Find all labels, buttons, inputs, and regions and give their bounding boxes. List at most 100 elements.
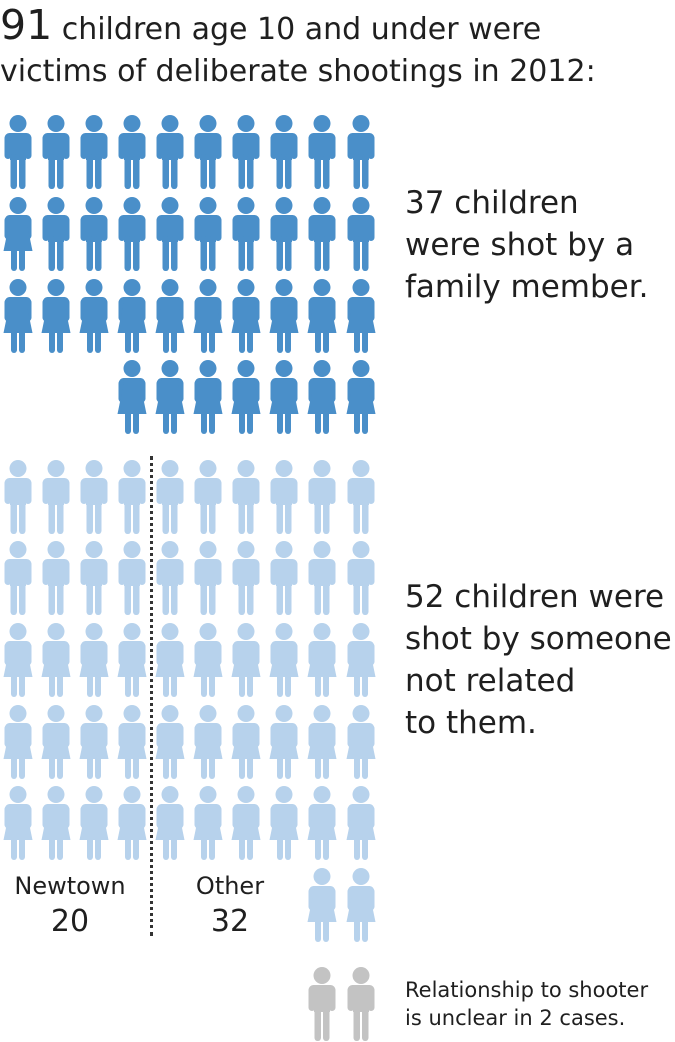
girl-figure-icon bbox=[79, 623, 109, 697]
girl-figure-icon bbox=[41, 279, 71, 353]
boy-figure-icon bbox=[118, 460, 146, 534]
girl-figure-icon bbox=[231, 786, 261, 860]
boy-figure-icon bbox=[42, 197, 70, 271]
unrelated-caption-line: shot by someone bbox=[405, 621, 672, 657]
headline: 91 children age 10 and under were victim… bbox=[0, 4, 675, 93]
girl-figure-icon bbox=[346, 786, 376, 860]
family-caption: 37 children were shot by a family member… bbox=[405, 182, 649, 308]
boy-figure-icon bbox=[156, 460, 184, 534]
boy-figure-icon bbox=[232, 115, 260, 189]
girl-figure-icon bbox=[155, 279, 185, 353]
girl-figure-icon bbox=[269, 279, 299, 353]
girl-figure-icon bbox=[41, 623, 71, 697]
boy-figure-icon bbox=[156, 197, 184, 271]
boy-figure-icon bbox=[308, 460, 336, 534]
boy-figure-icon bbox=[270, 197, 298, 271]
girl-figure-icon bbox=[117, 360, 147, 434]
girl-figure-icon bbox=[79, 279, 109, 353]
newtown-divider bbox=[150, 456, 153, 936]
girl-figure-icon bbox=[193, 623, 223, 697]
unrelated-caption: 52 children were shot by someone not rel… bbox=[405, 576, 672, 744]
girl-figure-icon bbox=[117, 705, 147, 779]
girl-figure-icon bbox=[3, 786, 33, 860]
boy-figure-icon bbox=[4, 460, 32, 534]
family-caption-line: 37 children bbox=[405, 185, 579, 221]
unclear-note-line: Relationship to shooter bbox=[405, 978, 649, 1002]
girl-figure-icon bbox=[269, 705, 299, 779]
boy-figure-icon bbox=[232, 460, 260, 534]
headline-text-1: children age 10 and under were bbox=[61, 12, 542, 47]
girl-figure-icon bbox=[307, 786, 337, 860]
boy-figure-icon bbox=[308, 541, 336, 615]
other-count: 32 bbox=[210, 904, 250, 939]
boy-figure-icon bbox=[308, 197, 336, 271]
boy-figure-icon bbox=[80, 197, 108, 271]
girl-figure-icon bbox=[193, 360, 223, 434]
family-caption-line: were shot by a bbox=[405, 227, 635, 263]
girl-figure-icon bbox=[231, 360, 261, 434]
unrelated-caption-line: 52 children were bbox=[405, 579, 665, 615]
boy-figure-icon bbox=[194, 197, 222, 271]
boy-figure-icon bbox=[80, 541, 108, 615]
headline-text-2: victims of deliberate shootings in 2012: bbox=[0, 54, 596, 89]
boy-figure-icon bbox=[118, 541, 146, 615]
boy-figure-icon bbox=[42, 541, 70, 615]
girl-figure-icon bbox=[3, 705, 33, 779]
girl-figure-icon bbox=[307, 360, 337, 434]
boy-figure-icon bbox=[347, 460, 375, 534]
other-label: Other bbox=[195, 872, 265, 900]
boy-figure-icon bbox=[308, 115, 336, 189]
girl-figure-icon bbox=[307, 705, 337, 779]
girl-figure-icon bbox=[193, 279, 223, 353]
girl-figure-icon bbox=[79, 705, 109, 779]
headline-count: 91 bbox=[0, 1, 53, 49]
family-caption-line: family member. bbox=[405, 269, 649, 305]
boy-figure-icon bbox=[308, 967, 336, 1041]
girl-figure-icon bbox=[346, 279, 376, 353]
boy-figure-icon bbox=[4, 541, 32, 615]
unrelated-caption-line: to them. bbox=[405, 705, 537, 741]
unrelated-caption-line: not related bbox=[405, 663, 576, 699]
boy-figure-icon bbox=[118, 115, 146, 189]
girl-figure-icon bbox=[155, 786, 185, 860]
boy-figure-icon bbox=[347, 115, 375, 189]
girl-figure-icon bbox=[346, 360, 376, 434]
girl-figure-icon bbox=[3, 197, 33, 271]
girl-figure-icon bbox=[155, 360, 185, 434]
girl-figure-icon bbox=[3, 623, 33, 697]
boy-figure-icon bbox=[270, 541, 298, 615]
girl-figure-icon bbox=[193, 705, 223, 779]
unclear-note-line: is unclear in 2 cases. bbox=[405, 1006, 626, 1030]
boy-figure-icon bbox=[232, 197, 260, 271]
girl-figure-icon bbox=[117, 786, 147, 860]
boy-figure-icon bbox=[80, 115, 108, 189]
newtown-count: 20 bbox=[50, 904, 90, 939]
girl-figure-icon bbox=[307, 279, 337, 353]
boy-figure-icon bbox=[42, 460, 70, 534]
girl-figure-icon bbox=[307, 623, 337, 697]
boy-figure-icon bbox=[347, 541, 375, 615]
girl-figure-icon bbox=[41, 786, 71, 860]
girl-figure-icon bbox=[269, 623, 299, 697]
girl-figure-icon bbox=[269, 786, 299, 860]
girl-figure-icon bbox=[231, 705, 261, 779]
girl-figure-icon bbox=[155, 623, 185, 697]
boy-figure-icon bbox=[4, 115, 32, 189]
newtown-label: Newtown bbox=[14, 872, 126, 900]
boy-figure-icon bbox=[42, 115, 70, 189]
girl-figure-icon bbox=[3, 279, 33, 353]
girl-figure-icon bbox=[231, 623, 261, 697]
girl-figure-icon bbox=[346, 623, 376, 697]
boy-figure-icon bbox=[347, 197, 375, 271]
girl-figure-icon bbox=[269, 360, 299, 434]
boy-figure-icon bbox=[194, 541, 222, 615]
boy-figure-icon bbox=[232, 541, 260, 615]
boy-figure-icon bbox=[118, 197, 146, 271]
girl-figure-icon bbox=[155, 705, 185, 779]
girl-figure-icon bbox=[193, 786, 223, 860]
boy-figure-icon bbox=[156, 115, 184, 189]
girl-figure-icon bbox=[346, 705, 376, 779]
boy-figure-icon bbox=[347, 967, 375, 1041]
girl-figure-icon bbox=[231, 279, 261, 353]
boy-figure-icon bbox=[194, 115, 222, 189]
